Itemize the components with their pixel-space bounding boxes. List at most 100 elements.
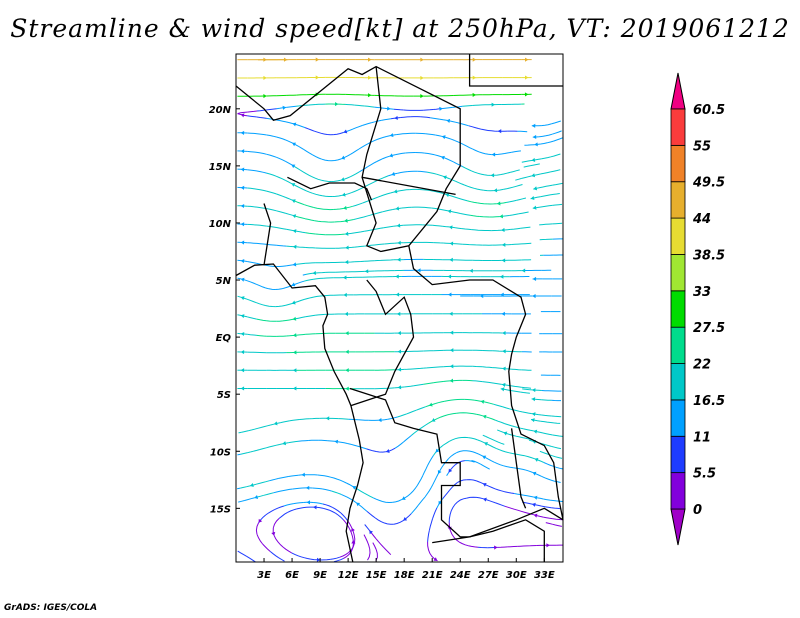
colorbar-label: 22: [693, 358, 711, 373]
colorbar-lower-arrow: [670, 508, 686, 546]
coastline-border: [361, 176, 456, 196]
streamline-segment: [354, 104, 365, 107]
streamline-arrow: [420, 94, 424, 99]
streamline-segment: [265, 287, 276, 290]
streamline-arrow: [435, 448, 440, 453]
colorbar-segment: [670, 399, 686, 437]
streamline-segment: [295, 230, 306, 234]
streamline-segment: [255, 522, 259, 535]
streamline-segment: [364, 105, 375, 108]
streamline-segment: [286, 105, 297, 108]
streamline-segment: [491, 382, 502, 385]
streamline-segment: [325, 508, 336, 514]
coastline-border: [510, 428, 527, 509]
streamline-segment: [462, 243, 473, 246]
streamline-segment: [266, 153, 277, 158]
streamline-segment: [523, 165, 531, 168]
streamline-segment: [552, 434, 563, 437]
streamline-segment: [477, 202, 488, 205]
streamline-segment: [501, 151, 512, 155]
streamline-segment: [410, 505, 419, 515]
streamline-segment: [434, 400, 445, 405]
streamline-arrow: [531, 412, 536, 417]
streamline-segment: [383, 522, 394, 525]
streamline-segment: [422, 464, 429, 476]
streamline-segment: [509, 169, 520, 173]
streamline-segment: [473, 187, 484, 191]
streamline-segment: [433, 366, 444, 368]
streamline-segment: [294, 298, 305, 303]
streamline-arrow: [533, 513, 538, 518]
streamline-segment: [317, 474, 328, 477]
streamline-arrow: [316, 557, 321, 562]
streamline-segment: [462, 105, 473, 107]
streamline-segment: [256, 534, 263, 545]
streamline-segment: [421, 206, 432, 209]
streamline-segment: [445, 176, 456, 182]
streamline-segment: [446, 412, 457, 416]
streamline-segment: [464, 460, 475, 463]
streamline-segment: [304, 296, 315, 300]
streamline-segment: [432, 507, 438, 519]
streamline-segment: [492, 367, 503, 369]
streamline-segment: [503, 186, 514, 190]
streamline-segment: [484, 456, 495, 463]
streamline-segment: [262, 543, 271, 552]
streamline-segment: [552, 523, 563, 527]
streamline-segment: [358, 504, 368, 512]
streamline-segment: [294, 280, 305, 285]
streamline-segment: [511, 368, 522, 371]
streamline-segment: [237, 111, 248, 115]
colorbar-label: 11: [693, 430, 711, 445]
streamline-segment: [373, 227, 384, 230]
streamline-segment: [246, 280, 257, 285]
streamline-segment: [376, 136, 387, 140]
streamline-segment: [354, 260, 365, 263]
streamline-segment: [382, 209, 393, 213]
streamline-arrow: [438, 500, 443, 505]
streamline-segment: [393, 108, 404, 111]
streamline-segment: [443, 157, 454, 163]
streamline-segment: [543, 140, 554, 144]
streamline-segment: [542, 133, 553, 137]
streamline-segment: [514, 508, 525, 513]
streamline-segment: [259, 480, 270, 484]
streamline-segment: [504, 505, 515, 510]
streamline-arrow: [312, 270, 317, 276]
streamline-arrow: [258, 518, 263, 523]
streamline-arrow: [530, 195, 535, 200]
streamline-segment: [251, 427, 262, 431]
streamline-arrow: [240, 149, 245, 154]
streamline-segment: [269, 551, 279, 559]
streamline-segment: [246, 555, 256, 563]
streamline-segment: [338, 418, 349, 420]
streamline-segment: [427, 541, 431, 554]
streamline-segment: [353, 216, 364, 220]
streamline-segment: [332, 506, 342, 514]
streamline-segment: [494, 440, 505, 445]
streamline-segment: [384, 242, 395, 245]
streamline-segment: [247, 169, 258, 172]
streamline-segment: [383, 225, 394, 229]
streamline-segment: [394, 441, 404, 449]
streamline-arrow: [292, 350, 297, 355]
streamline-segment: [541, 414, 552, 417]
lon-tick-label: 9E: [313, 570, 327, 581]
streamline-segment: [522, 388, 532, 391]
streamline-segment: [356, 445, 367, 450]
streamline-arrow: [292, 122, 297, 127]
streamline-segment: [364, 260, 375, 262]
streamline-segment: [363, 492, 374, 499]
streamline-segment: [276, 265, 287, 267]
streamline-segment: [347, 443, 358, 447]
streamline-segment: [466, 450, 477, 454]
streamline-segment: [298, 440, 309, 442]
streamline-arrow: [292, 333, 297, 338]
streamline-arrow: [396, 311, 401, 316]
streamline-segment: [378, 175, 389, 181]
streamline-segment: [403, 434, 412, 443]
axis-ticks: 20N 15N 10N 5N EQ 5S 10S 15S 3E 6E 9E 12E 15E 18E 21E 2…: [209, 105, 555, 581]
streamline-arrow: [395, 206, 400, 211]
streamline-segment: [364, 229, 375, 232]
